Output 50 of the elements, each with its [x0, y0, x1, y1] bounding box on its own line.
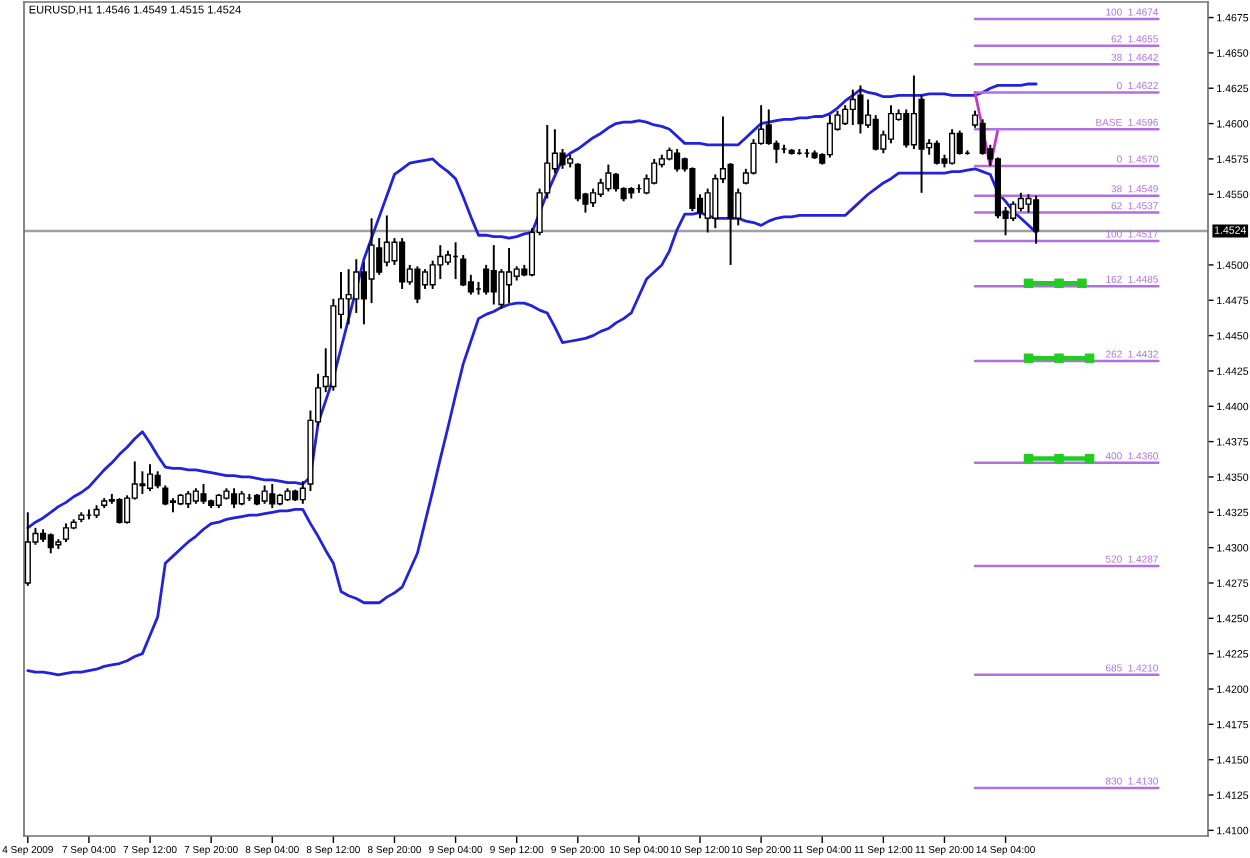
candlestick	[483, 263, 490, 296]
point	[1023, 353, 1034, 363]
line-series	[26, 167, 1038, 677]
candlestick	[139, 470, 146, 495]
candlestick	[949, 128, 956, 166]
candlestick	[712, 173, 719, 230]
candlestick	[116, 497, 123, 525]
candlestick	[24, 511, 31, 587]
point	[1054, 353, 1064, 363]
candlestick	[674, 148, 681, 173]
candlestick	[231, 487, 238, 510]
candlestick	[826, 114, 833, 159]
candlestick	[345, 268, 352, 326]
candlestick	[872, 114, 879, 152]
candlestick	[399, 237, 406, 290]
candlestick	[956, 129, 963, 156]
candlestick	[490, 244, 497, 306]
point	[1084, 353, 1095, 363]
candlestick	[903, 108, 910, 149]
candlestick	[651, 157, 658, 186]
candlestick	[269, 483, 276, 510]
candlestick	[887, 104, 895, 145]
candlestick	[62, 522, 70, 543]
candlestick	[414, 265, 421, 305]
candlestick	[146, 463, 154, 493]
point	[1023, 453, 1034, 464]
point	[1023, 278, 1034, 289]
candlestick	[933, 139, 940, 166]
point	[1077, 278, 1087, 289]
point	[1054, 278, 1064, 289]
candlestick	[200, 483, 207, 505]
candlestick	[590, 187, 597, 208]
candlestick	[857, 84, 864, 135]
candlestick	[842, 104, 849, 126]
candlestick	[1033, 194, 1040, 245]
candlestick	[383, 214, 390, 268]
candlestick	[1017, 191, 1024, 213]
line-series	[26, 82, 1038, 530]
point	[1084, 453, 1095, 464]
candlestick	[47, 532, 54, 555]
candlestick	[559, 148, 566, 170]
candlestick	[437, 244, 444, 281]
candlestick	[376, 237, 383, 276]
candlestick	[849, 88, 856, 126]
candlestick	[910, 74, 917, 150]
candlestick	[505, 246, 513, 305]
candlestick	[261, 484, 268, 505]
candlestick	[605, 163, 612, 193]
candlestick	[612, 172, 620, 193]
point	[1054, 453, 1064, 464]
